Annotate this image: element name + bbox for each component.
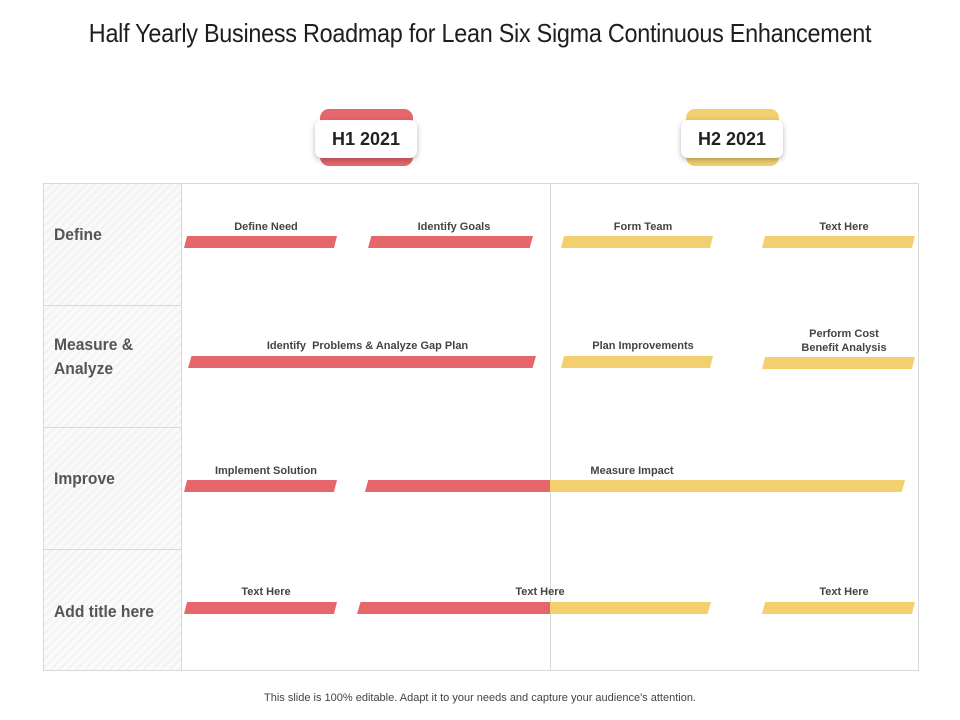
task-label-text-here-1: Text Here: [241, 586, 291, 598]
task-bar-measure-impact[interactable]: [365, 480, 905, 492]
task-bar-form-team[interactable]: [561, 236, 713, 248]
task-bar-implement-solution[interactable]: [184, 480, 337, 492]
task-bar-text-here-2[interactable]: [357, 602, 711, 614]
task-bar-plan-improvements[interactable]: [561, 356, 713, 368]
task-label-text-here-3: Text Here: [819, 586, 869, 598]
task-label-text-here-2: Text Here: [515, 586, 565, 598]
row-divider: [43, 305, 181, 306]
row-label-improve: Improve: [54, 469, 115, 488]
page-title: Half Yearly Business Roadmap for Lean Si…: [88, 18, 872, 48]
row-label-measure-analyze: Measure & Analyze: [54, 335, 134, 378]
task-bar-perform-cost-benefit[interactable]: [762, 357, 915, 369]
task-bar-identify-goals[interactable]: [368, 236, 533, 248]
task-label-define-need: Define Need: [234, 221, 298, 233]
grid-divider-halves: [550, 183, 551, 671]
task-bar-text-here-3[interactable]: [762, 602, 915, 614]
task-label-identify-problems: Identify Problems & Analyze Gap Plan: [266, 340, 469, 352]
task-label-plan-improvements: Plan Improvements: [592, 340, 694, 352]
row-label-add-title: Add title here: [54, 602, 154, 621]
task-label-form-team: Form Team: [613, 221, 673, 233]
task-bar-define-need[interactable]: [184, 236, 337, 248]
task-label-measure-impact: Measure Impact: [590, 465, 674, 477]
footer-note: This slide is 100% editable. Adapt it to…: [264, 692, 696, 704]
task-bar-text-here[interactable]: [762, 236, 915, 248]
grid-divider-labels: [181, 183, 182, 671]
period-header-h2[interactable]: H2 2021: [681, 120, 783, 158]
period-header-h1[interactable]: H1 2021: [315, 120, 417, 158]
task-label-implement-solution: Implement Solution: [214, 465, 318, 477]
task-bar-identify-problems[interactable]: [188, 356, 536, 368]
row-label-define: Define: [54, 225, 102, 244]
row-divider: [43, 549, 181, 550]
row-divider: [43, 427, 181, 428]
task-label-text-here: Text Here: [819, 221, 869, 233]
task-label-identify-goals: Identify Goals: [417, 221, 491, 233]
task-label-perform-cost-benefit: Perform Cost Benefit Analysis: [801, 328, 887, 354]
task-bar-text-here-1[interactable]: [184, 602, 337, 614]
